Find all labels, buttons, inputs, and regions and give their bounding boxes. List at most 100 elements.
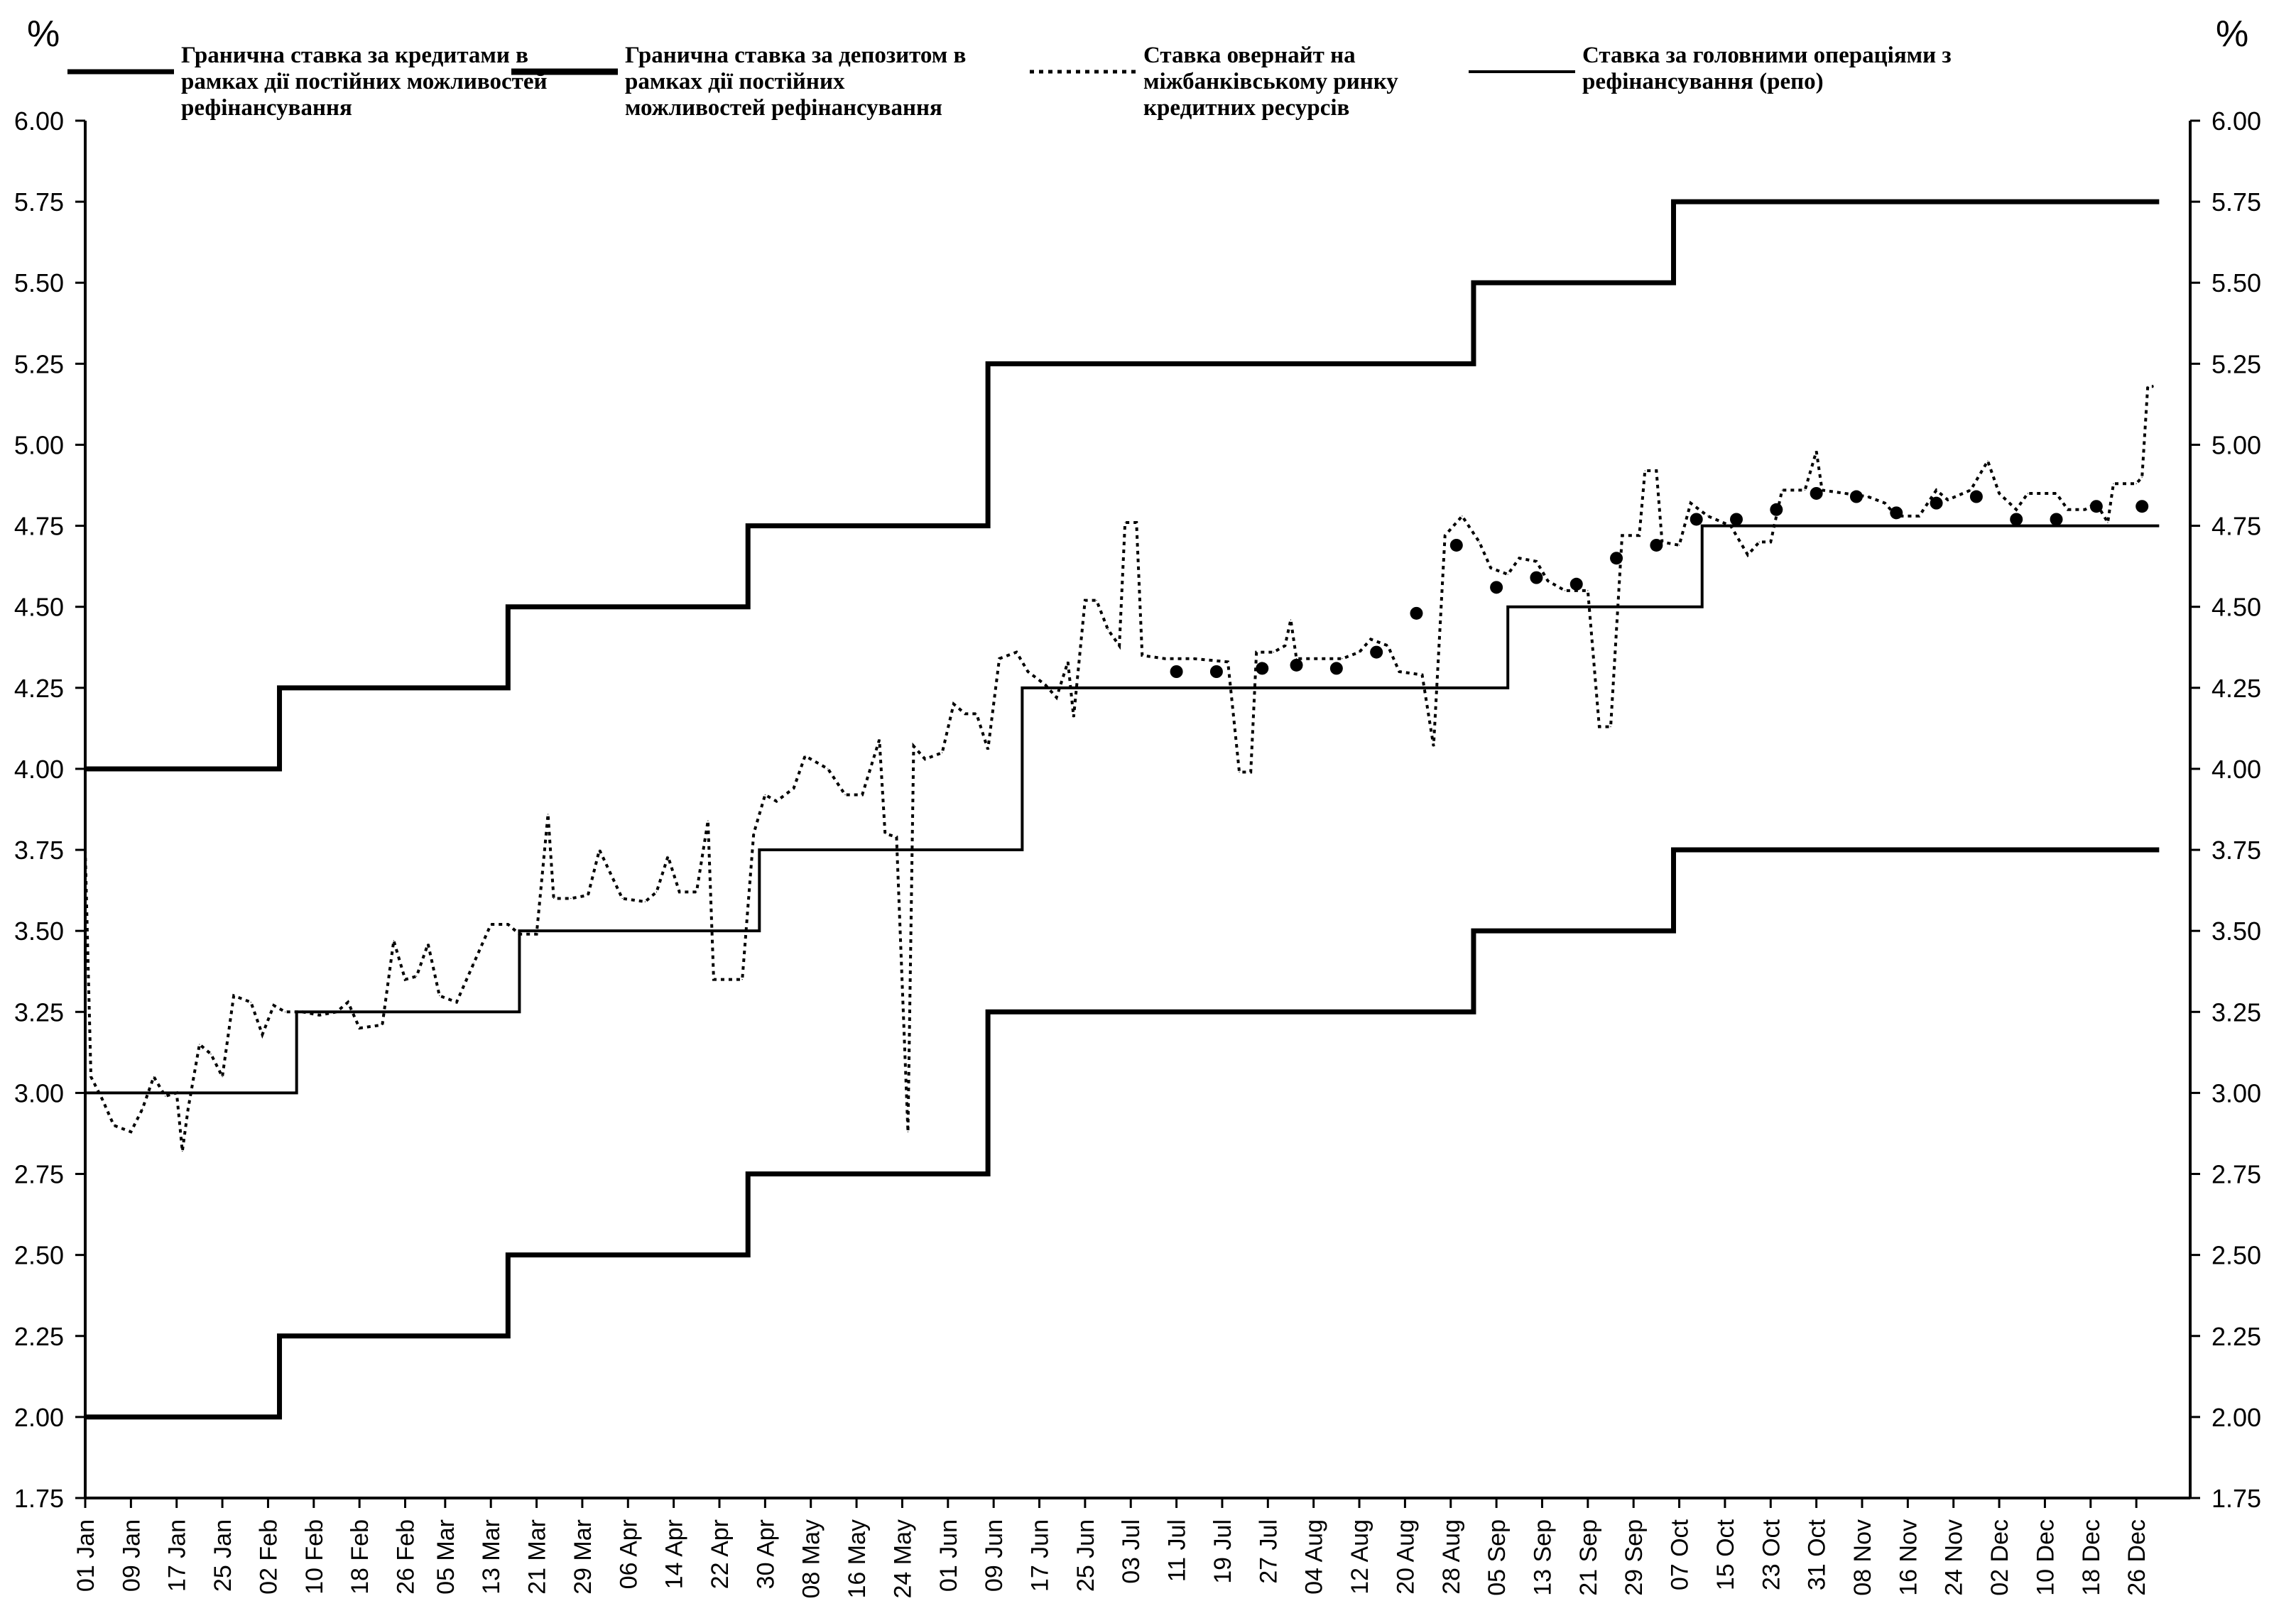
overnight-point <box>707 820 709 821</box>
x-tick-label: 09 Jan <box>118 1519 145 1592</box>
overnight-point <box>1747 554 1748 556</box>
overnight-point <box>1124 522 1126 523</box>
x-tick-label: 17 Jun <box>1027 1519 1054 1592</box>
x-tick-label: 02 Feb <box>255 1519 282 1595</box>
y-tick-label-right: 2.25 <box>2211 1322 2261 1351</box>
overnight-point <box>1535 561 1538 562</box>
x-tick-label: 16 Nov <box>1895 1519 1922 1596</box>
x-tick-label: 12 Aug <box>1346 1519 1373 1595</box>
overnight-point <box>1398 671 1400 672</box>
x-tick-label: 21 Sep <box>1575 1519 1602 1596</box>
y-tick-label-right: 3.50 <box>2211 917 2261 946</box>
overnight-point <box>1707 515 1709 517</box>
x-tick-label: 24 Nov <box>1941 1519 1968 1596</box>
x-tick-label: 28 Aug <box>1438 1519 1465 1595</box>
overnight-point <box>2136 483 2137 484</box>
y-tick-label-right: 4.00 <box>2211 755 2261 784</box>
repo-marker <box>1256 662 1269 675</box>
axes-layer <box>84 121 2192 1499</box>
y-tick-label-left: 2.00 <box>14 1403 64 1432</box>
overnight-point <box>1073 716 1074 718</box>
overnight-point <box>1587 590 1589 591</box>
legend-label: Ставка овернайт на міжбанківському ринку… <box>1143 43 1398 121</box>
overnight-point <box>359 1027 360 1029</box>
x-tick-label: 30 Apr <box>752 1519 779 1589</box>
legend-label: Ставка за головними операціями з рефінан… <box>1582 43 1952 94</box>
repo-marker <box>2050 513 2063 526</box>
overnight-point <box>1084 599 1086 601</box>
y-tick-label-left: 5.50 <box>14 268 64 297</box>
overnight-point <box>1816 451 1817 452</box>
y-tick-label-left: 3.00 <box>14 1078 64 1108</box>
x-tick-label: 15 Oct <box>1712 1519 1739 1590</box>
x-tick-label: 01 Jun <box>935 1519 962 1592</box>
y-tick-label-left: 4.00 <box>14 755 64 784</box>
overnight-point <box>261 1034 263 1035</box>
y-tick-label-left: 2.25 <box>14 1322 64 1351</box>
repo-marker <box>2136 500 2149 513</box>
overnight-point <box>2141 476 2143 478</box>
overnight-point <box>141 1108 143 1110</box>
x-tick-label: 10 Feb <box>301 1519 328 1595</box>
repo-marker <box>1530 571 1543 584</box>
overnight-point <box>713 979 714 980</box>
overnight-point <box>1056 696 1057 699</box>
y-tick-label-right: 5.50 <box>2211 268 2261 297</box>
y-tick-label-right: 1.75 <box>2211 1484 2261 1513</box>
overnight-point <box>1610 726 1611 728</box>
repo-marker <box>1770 503 1783 516</box>
overnight-point <box>273 1005 275 1006</box>
x-tick-label: 18 Feb <box>347 1519 374 1595</box>
y-tick-label-left: 5.75 <box>14 187 64 217</box>
repo-marker <box>1849 490 1863 503</box>
x-tick-label: 13 Mar <box>478 1519 505 1595</box>
overnight-point <box>439 995 440 997</box>
repo-marker <box>1569 577 1583 591</box>
overnight-point <box>999 658 1000 660</box>
overnight-point <box>987 748 989 750</box>
y-tick-label-left: 3.50 <box>14 917 64 946</box>
overnight-point <box>896 836 897 838</box>
x-tick-label: 23 Oct <box>1758 1519 1785 1590</box>
overnight-point <box>416 975 418 977</box>
series-line-1 <box>85 847 2160 1420</box>
overnight-point <box>621 897 623 900</box>
repo-marker <box>2089 500 2103 513</box>
y-tick-label-left: 5.25 <box>14 349 64 378</box>
overnight-point <box>393 940 395 941</box>
overnight-point <box>776 800 778 802</box>
x-tick-label: 29 Mar <box>570 1519 597 1595</box>
overnight-point <box>1444 535 1446 536</box>
x-tick-label: 09 Jun <box>981 1519 1008 1592</box>
x-tick-label: 10 Dec <box>2032 1519 2059 1596</box>
x-tick-label: 25 Jun <box>1072 1519 1099 1592</box>
repo-marker <box>1730 513 1743 526</box>
x-tick-label: 29 Sep <box>1621 1519 1648 1596</box>
overnight-point <box>404 979 406 980</box>
overnight-point <box>1638 535 1640 536</box>
legend-swatch-thick <box>67 67 174 77</box>
repo-marker <box>2010 513 2023 526</box>
x-tick-label: 14 Apr <box>661 1519 688 1589</box>
repo-marker <box>1329 662 1343 675</box>
x-tick-label: 21 Mar <box>524 1519 551 1595</box>
overnight-point <box>570 897 572 900</box>
repo-marker <box>1930 496 1943 510</box>
x-tick-label: 07 Oct <box>1667 1519 1694 1590</box>
y-tick-label-left: 2.50 <box>14 1241 64 1270</box>
y-tick-label-right: 5.75 <box>2211 187 2261 217</box>
x-tick-label: 01 Jan <box>72 1519 99 1592</box>
repo-marker <box>1449 538 1463 552</box>
overnight-point <box>1970 489 1971 491</box>
repo-marker <box>1650 538 1663 552</box>
repo-marker <box>1410 606 1423 620</box>
overnight-point <box>553 897 555 900</box>
overnight-point <box>1119 645 1120 647</box>
y-tick-label-left: 3.75 <box>14 836 64 865</box>
overnight-point <box>644 901 646 902</box>
repo-marker <box>1890 506 1903 520</box>
x-tick-label: 27 Jul <box>1255 1519 1282 1584</box>
overnight-point <box>1621 535 1623 536</box>
x-tick-label: 08 May <box>798 1519 825 1599</box>
overnight-point <box>2153 386 2154 387</box>
